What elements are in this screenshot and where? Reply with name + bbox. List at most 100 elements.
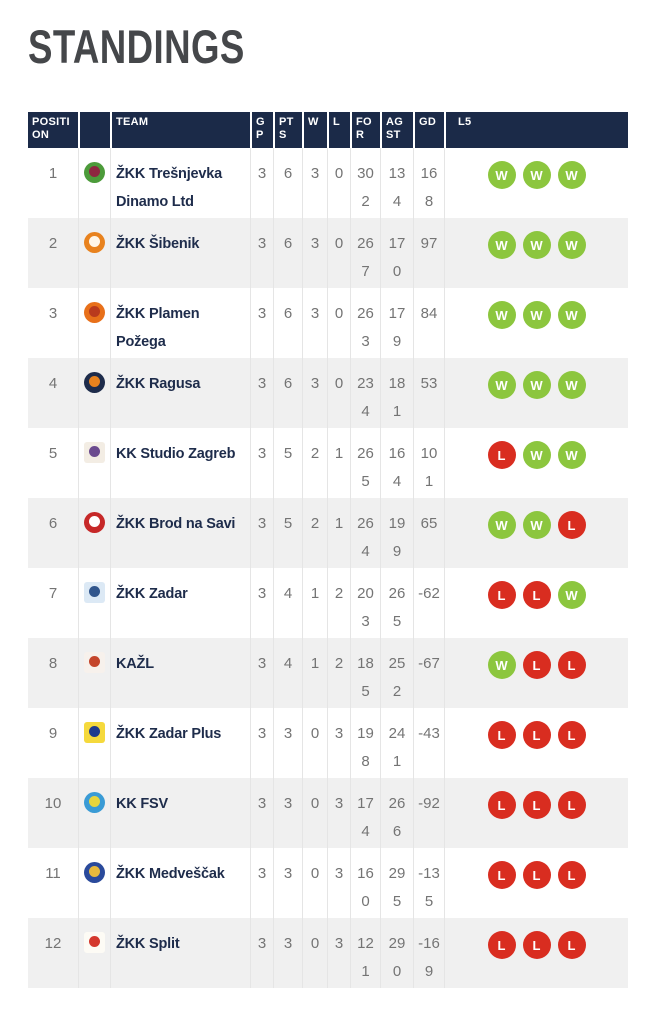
team-name: ŽKK Šibenik xyxy=(110,218,250,288)
pts-value: 3 xyxy=(273,848,302,918)
gd-value: -92 xyxy=(413,778,444,848)
win-badge: W xyxy=(557,301,586,329)
column-header-agst: AG ST xyxy=(380,112,413,148)
team-logo-icon xyxy=(84,442,105,463)
column-header-for: FO R xyxy=(350,112,380,148)
position-value: 7 xyxy=(48,585,58,602)
win-badge: W xyxy=(557,231,586,259)
team-name: ŽKK Split xyxy=(110,918,250,988)
loss-badge: L xyxy=(487,441,516,469)
win-badge: W xyxy=(522,371,551,399)
team-logo-icon xyxy=(84,162,105,183)
column-header-gd: GD xyxy=(413,112,444,148)
team-logo-accent xyxy=(89,796,100,807)
team-name: KK FSV xyxy=(110,778,250,848)
column-header-position: POSITI ON xyxy=(32,116,70,141)
wins-value: 3 xyxy=(302,148,327,218)
team-logo-icon xyxy=(84,302,105,323)
agst-value: 295 xyxy=(380,848,413,918)
wins-value: 0 xyxy=(302,708,327,778)
gd-value: -67 xyxy=(413,638,444,708)
pts-value: 3 xyxy=(273,918,302,988)
team-name: ŽKK Brod na Savi xyxy=(110,498,250,568)
pts-value: 6 xyxy=(273,288,302,358)
team-logo-icon xyxy=(84,862,105,883)
position-value: 6 xyxy=(48,515,58,532)
wins-value: 3 xyxy=(302,288,327,358)
gd-value: 97 xyxy=(413,218,444,288)
standings-body: 1 ŽKK Trešnjevka Dinamo Ltd 3 6 3 0 302 … xyxy=(28,148,628,988)
wins-value: 3 xyxy=(302,358,327,428)
losses-value: 0 xyxy=(327,288,350,358)
win-badge: W xyxy=(487,301,516,329)
team-logo-icon xyxy=(84,372,105,393)
win-badge: W xyxy=(522,231,551,259)
table-row[interactable]: 5 KK Studio Zagreb 3 5 2 1 265 164 101 L… xyxy=(28,428,628,498)
wins-value: 0 xyxy=(302,778,327,848)
team-name: ŽKK Plamen Požega xyxy=(110,288,250,358)
for-value: 185 xyxy=(350,638,380,708)
wins-value: 2 xyxy=(302,498,327,568)
losses-value: 2 xyxy=(327,638,350,708)
loss-badge: L xyxy=(487,861,516,889)
table-row[interactable]: 1 ŽKK Trešnjevka Dinamo Ltd 3 6 3 0 302 … xyxy=(28,148,628,218)
column-header-team: TEAM xyxy=(110,112,250,148)
loss-badge: L xyxy=(487,791,516,819)
standings-table: POSITI ON TEAM G P PT S W L FO R AG ST G… xyxy=(28,112,628,988)
table-row[interactable]: 3 ŽKK Plamen Požega 3 6 3 0 263 179 84 W… xyxy=(28,288,628,358)
loss-badge: L xyxy=(522,651,551,679)
agst-value: 266 xyxy=(380,778,413,848)
wins-value: 1 xyxy=(302,638,327,708)
wins-value: 0 xyxy=(302,918,327,988)
gd-value: -135 xyxy=(413,848,444,918)
agst-value: 199 xyxy=(380,498,413,568)
loss-badge: L xyxy=(522,721,551,749)
gd-value: 53 xyxy=(413,358,444,428)
pts-value: 5 xyxy=(273,498,302,568)
team-logo-icon xyxy=(84,722,105,743)
losses-value: 1 xyxy=(327,498,350,568)
losses-value: 3 xyxy=(327,778,350,848)
team-logo-icon xyxy=(84,232,105,253)
pts-value: 6 xyxy=(273,358,302,428)
gp-value: 3 xyxy=(250,568,273,638)
gp-value: 3 xyxy=(250,358,273,428)
win-badge: W xyxy=(487,511,516,539)
position-value: 9 xyxy=(48,725,58,742)
gd-value: -62 xyxy=(413,568,444,638)
loss-badge: L xyxy=(522,581,551,609)
loss-badge: L xyxy=(522,791,551,819)
agst-value: 241 xyxy=(380,708,413,778)
pts-value: 6 xyxy=(273,218,302,288)
column-header-l5: L5 xyxy=(444,112,628,148)
team-logo-icon xyxy=(84,582,105,603)
team-logo-accent xyxy=(89,726,100,737)
team-logo-accent xyxy=(89,866,100,877)
position-value: 12 xyxy=(44,935,62,952)
win-badge: W xyxy=(487,651,516,679)
losses-value: 3 xyxy=(327,848,350,918)
loss-badge: L xyxy=(487,721,516,749)
team-logo-accent xyxy=(89,236,100,247)
team-name: ŽKK Ragusa xyxy=(110,358,250,428)
for-value: 160 xyxy=(350,848,380,918)
loss-badge: L xyxy=(557,861,586,889)
for-value: 264 xyxy=(350,498,380,568)
agst-value: 179 xyxy=(380,288,413,358)
column-header-l: L xyxy=(327,112,350,148)
pts-value: 3 xyxy=(273,708,302,778)
wins-value: 1 xyxy=(302,568,327,638)
